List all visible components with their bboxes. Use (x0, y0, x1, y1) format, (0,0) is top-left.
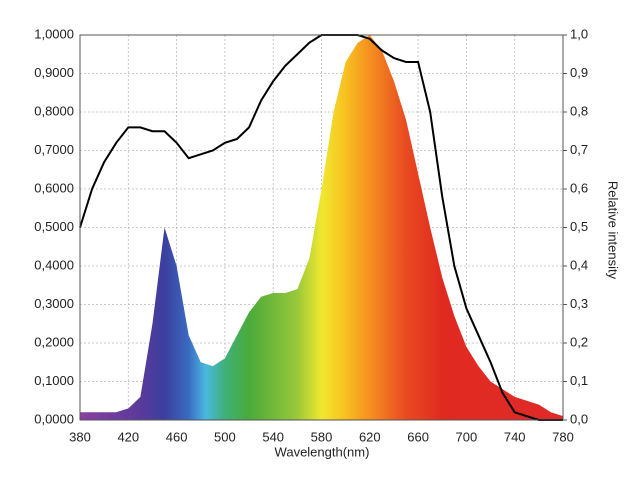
x-tick-label: 540 (262, 429, 284, 444)
y-tick-label: 0,5000 (34, 219, 74, 234)
y2-tick-label: 0,5 (570, 219, 588, 234)
y2-tick-label: 0,2 (570, 334, 588, 349)
y2-tick-label: 0,9 (570, 65, 588, 80)
y2-tick-label: 0,3 (570, 296, 588, 311)
x-tick-label: 460 (166, 429, 188, 444)
y-tick-label: 0,6000 (34, 180, 74, 195)
y-tick-label: 0,9000 (34, 65, 74, 80)
y2-tick-label: 1,0 (570, 26, 588, 41)
y-tick-label: 0,2000 (34, 334, 74, 349)
x-tick-label: 700 (456, 429, 478, 444)
x-tick-label: 500 (214, 429, 236, 444)
x-tick-label: 660 (407, 429, 429, 444)
x-tick-label: 620 (359, 429, 381, 444)
spectrum-area (80, 35, 563, 420)
y2-axis-label: Relative intensity (606, 181, 621, 280)
y-tick-label: 0,3000 (34, 296, 74, 311)
y-tick-label: 0,7000 (34, 142, 74, 157)
y-tick-label: 0,1000 (34, 373, 74, 388)
x-axis-label: Wavelength(nm) (275, 444, 370, 459)
y-tick-label: 1,0000 (34, 26, 74, 41)
y2-tick-label: 0,7 (570, 142, 588, 157)
y2-tick-label: 0,8 (570, 103, 588, 118)
y-tick-label: 0,4000 (34, 257, 74, 272)
x-tick-label: 420 (117, 429, 139, 444)
x-tick-label: 580 (311, 429, 333, 444)
x-tick-label: 780 (552, 429, 574, 444)
x-tick-label: 380 (69, 429, 91, 444)
y-tick-label: 0,8000 (34, 103, 74, 118)
plot-frame (79, 34, 564, 421)
y2-tick-label: 0,6 (570, 180, 588, 195)
y2-tick-label: 0,0 (570, 411, 588, 426)
x-tick-label: 740 (504, 429, 526, 444)
y2-tick-label: 0,4 (570, 257, 588, 272)
y2-tick-label: 0,1 (570, 373, 588, 388)
y-tick-label: 0,0000 (34, 411, 74, 426)
